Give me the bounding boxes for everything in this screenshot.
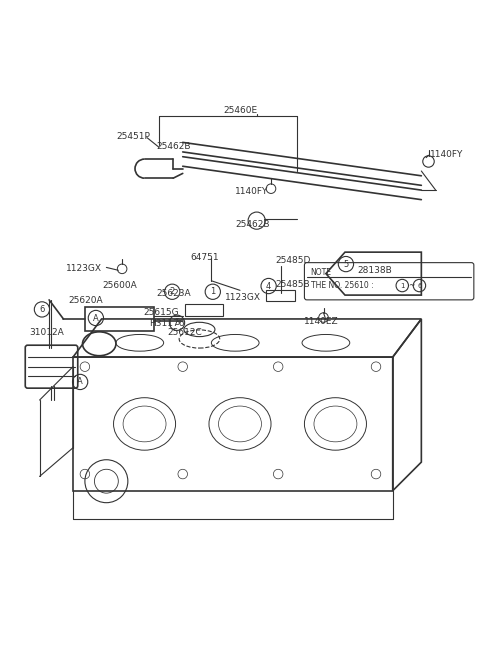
Text: 25620A: 25620A [68,296,103,306]
Text: 1123GX: 1123GX [225,293,261,302]
Text: 1: 1 [400,283,405,288]
Text: A: A [77,378,83,386]
Text: 4: 4 [266,282,271,290]
Text: 1140FY: 1140FY [430,150,463,159]
Text: 1123GX: 1123GX [66,264,102,273]
Text: 25612C: 25612C [168,328,202,337]
Text: 1140FY: 1140FY [235,187,269,196]
Text: 25600A: 25600A [103,281,137,290]
Text: A: A [93,313,99,323]
Text: 2: 2 [169,287,175,296]
Text: 25623A: 25623A [156,289,191,298]
Text: 25451P: 25451P [116,131,150,141]
Text: 1: 1 [210,287,216,296]
Text: 25462B: 25462B [235,220,270,229]
Text: 25485B: 25485B [276,280,311,289]
Text: 5: 5 [343,260,348,269]
Text: 25615G: 25615G [144,308,179,317]
Text: 6: 6 [39,305,45,314]
Text: 1140EZ: 1140EZ [303,317,338,326]
Bar [266,290,295,301]
Bar [185,304,223,316]
Text: 25462B: 25462B [156,142,191,151]
Text: H31176: H31176 [149,319,185,328]
Text: 28138B: 28138B [357,266,392,275]
Text: THE NO. 25610 :: THE NO. 25610 : [311,281,376,290]
Text: ~: ~ [408,281,415,290]
Text: 64751: 64751 [190,254,218,262]
Text: NOTE: NOTE [311,268,332,277]
Text: 25460E: 25460E [223,106,257,116]
Text: 6: 6 [417,283,422,288]
Text: 3: 3 [174,318,180,327]
Text: 31012A: 31012A [29,328,64,337]
Text: 25485D: 25485D [276,256,311,265]
